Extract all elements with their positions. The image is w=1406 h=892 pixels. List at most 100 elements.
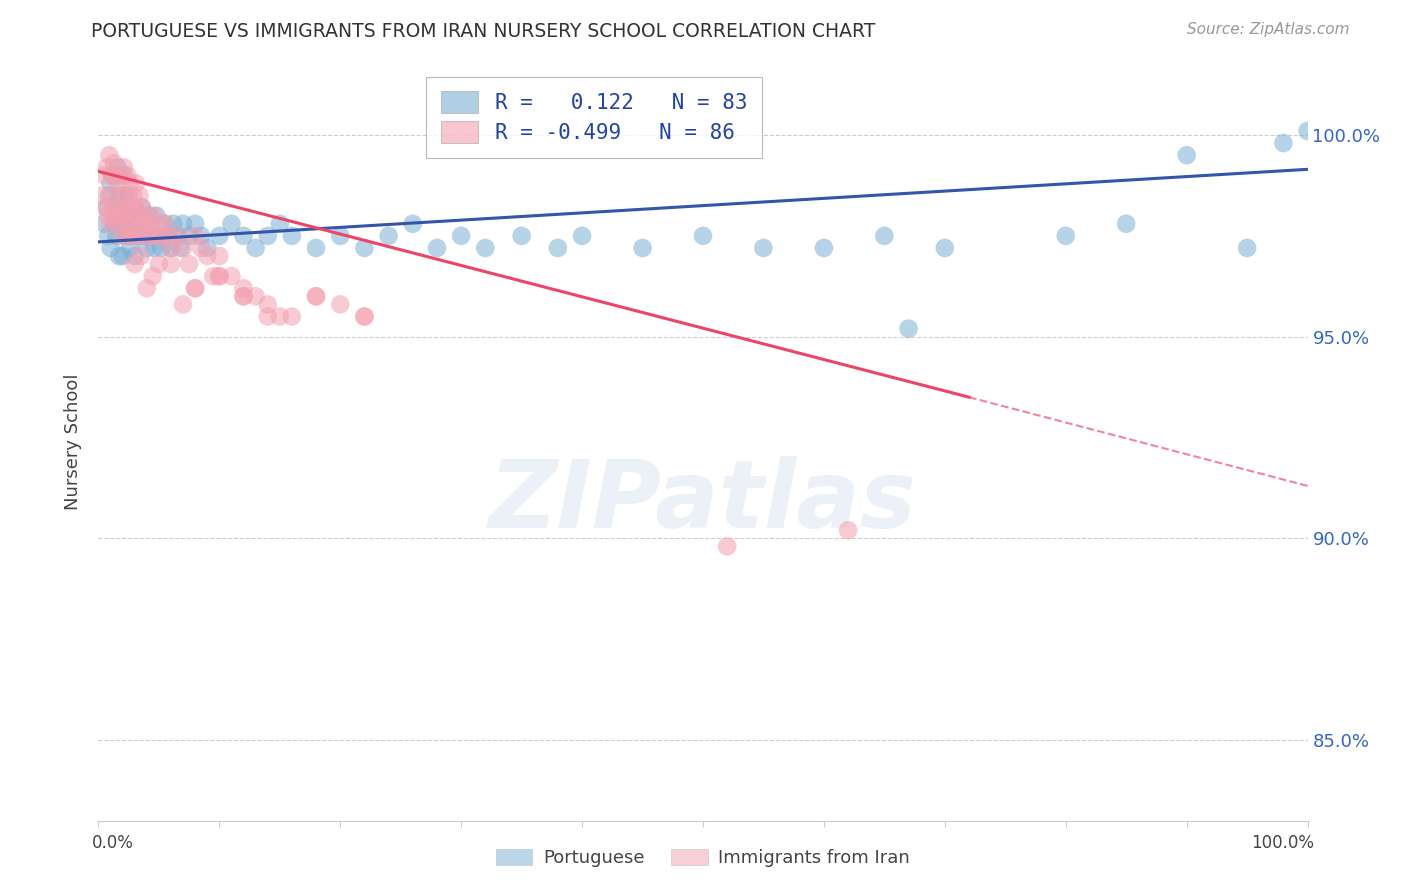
Point <box>104 196 127 211</box>
Point <box>141 228 163 243</box>
Point <box>148 257 170 271</box>
Point <box>105 217 128 231</box>
Point <box>1236 241 1258 255</box>
Point <box>117 209 139 223</box>
Point <box>232 228 254 243</box>
Point <box>208 228 231 243</box>
Point <box>110 188 132 202</box>
Point <box>232 289 254 303</box>
Point <box>179 228 201 243</box>
Point <box>631 241 654 255</box>
Point <box>256 310 278 324</box>
Point <box>121 217 143 231</box>
Point <box>129 217 152 231</box>
Text: 100.0%: 100.0% <box>1251 834 1315 852</box>
Point <box>110 217 132 231</box>
Text: PORTUGUESE VS IMMIGRANTS FROM IRAN NURSERY SCHOOL CORRELATION CHART: PORTUGUESE VS IMMIGRANTS FROM IRAN NURSE… <box>91 22 876 41</box>
Point <box>1175 148 1198 162</box>
Point <box>118 217 141 231</box>
Point <box>112 169 135 183</box>
Point <box>134 217 156 231</box>
Point <box>111 201 134 215</box>
Y-axis label: Nursery School: Nursery School <box>65 373 83 510</box>
Point <box>143 241 166 255</box>
Point <box>716 540 738 554</box>
Point <box>118 177 141 191</box>
Point <box>138 217 160 231</box>
Point <box>103 156 125 170</box>
Point <box>752 241 775 255</box>
Point <box>100 177 122 191</box>
Point <box>114 188 136 202</box>
Point <box>474 241 496 255</box>
Point <box>111 228 134 243</box>
Point <box>118 228 141 243</box>
Point <box>135 209 157 223</box>
Point <box>692 228 714 243</box>
Point <box>190 228 212 243</box>
Point <box>114 188 136 202</box>
Point <box>377 228 399 243</box>
Point <box>115 228 138 243</box>
Point <box>157 228 180 243</box>
Point <box>450 228 472 243</box>
Point <box>162 217 184 231</box>
Point <box>160 241 183 255</box>
Point <box>134 228 156 243</box>
Point <box>232 281 254 295</box>
Point <box>107 161 129 175</box>
Point <box>98 188 121 202</box>
Point <box>150 241 173 255</box>
Point <box>269 217 291 231</box>
Point <box>547 241 569 255</box>
Point <box>100 241 122 255</box>
Point <box>169 241 191 255</box>
Point <box>329 297 352 311</box>
Point <box>98 148 121 162</box>
Point <box>118 241 141 255</box>
Text: ZIPatlas: ZIPatlas <box>489 456 917 549</box>
Point <box>190 241 212 255</box>
Point <box>100 169 122 183</box>
Point <box>245 289 267 303</box>
Point <box>153 217 176 231</box>
Point <box>101 169 124 183</box>
Point <box>121 228 143 243</box>
Point <box>108 201 131 215</box>
Point <box>402 217 425 231</box>
Point <box>96 161 118 175</box>
Point <box>104 209 127 223</box>
Point <box>208 269 231 284</box>
Point <box>97 228 120 243</box>
Point <box>124 201 146 215</box>
Point <box>179 257 201 271</box>
Point <box>256 297 278 311</box>
Point <box>105 228 128 243</box>
Point <box>172 297 194 311</box>
Point <box>93 169 115 183</box>
Point <box>145 228 167 243</box>
Point <box>129 217 152 231</box>
Point <box>135 228 157 243</box>
Point <box>873 228 896 243</box>
Point <box>115 217 138 231</box>
Point <box>131 201 153 215</box>
Point <box>108 249 131 263</box>
Point <box>107 177 129 191</box>
Point <box>426 241 449 255</box>
Point <box>184 281 207 295</box>
Point <box>120 201 142 215</box>
Point <box>305 241 328 255</box>
Point <box>256 228 278 243</box>
Point <box>118 201 141 215</box>
Point <box>124 201 146 215</box>
Point <box>101 201 124 215</box>
Point <box>111 209 134 223</box>
Point <box>281 310 304 324</box>
Point <box>138 209 160 223</box>
Point <box>195 241 218 255</box>
Point <box>221 217 243 231</box>
Point <box>127 209 149 223</box>
Point <box>837 523 859 537</box>
Point <box>94 201 117 215</box>
